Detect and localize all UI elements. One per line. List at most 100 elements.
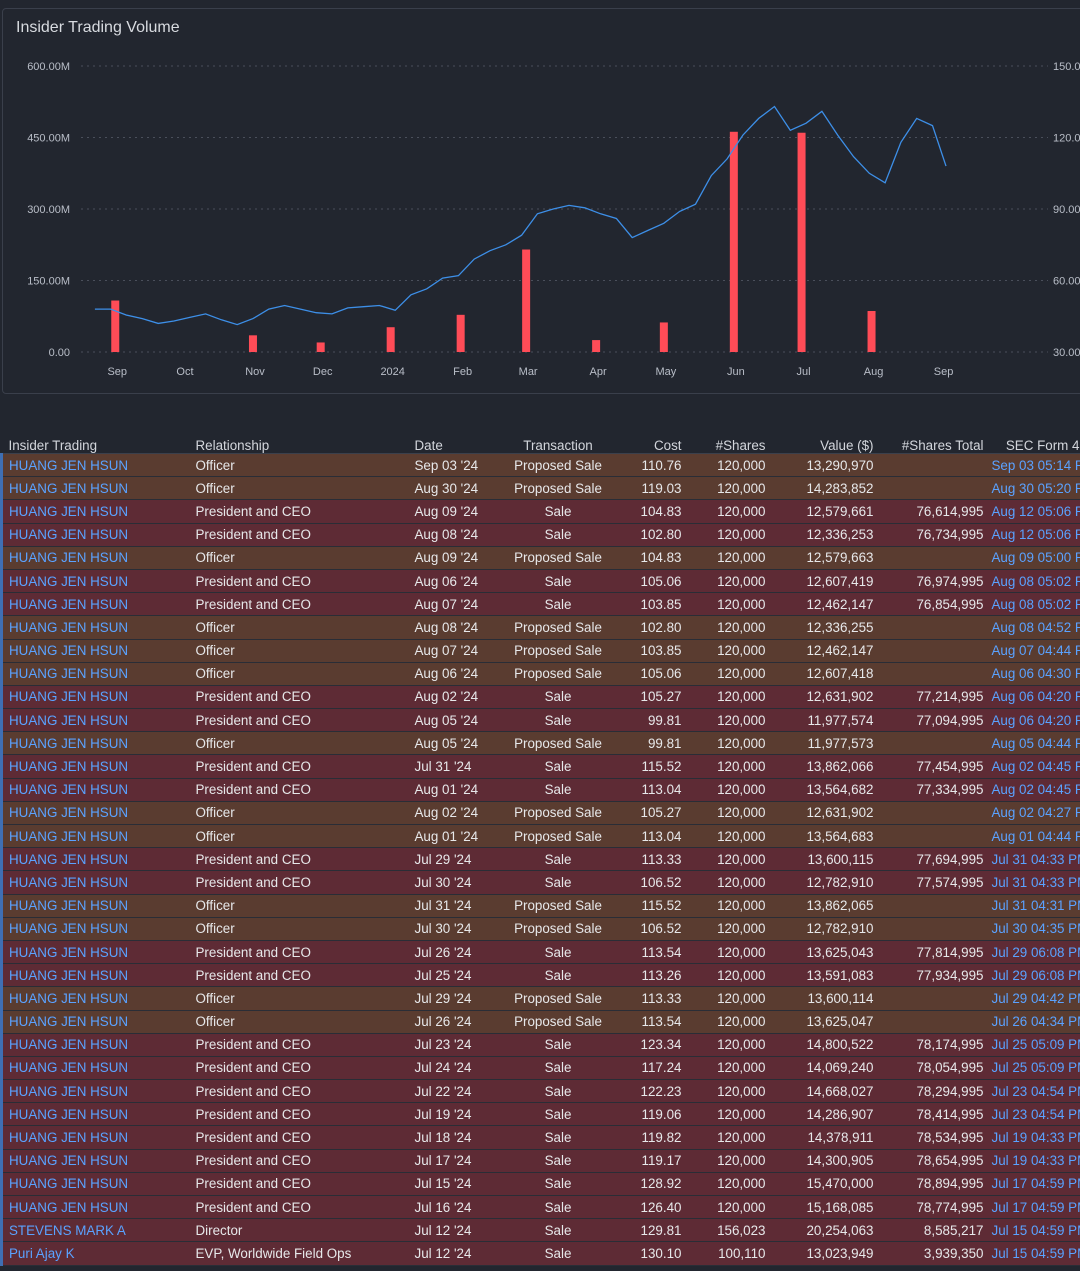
sec-form-link[interactable]: Sep 03 05:14 PM — [991, 457, 1080, 473]
sec-form-link[interactable]: Jul 29 06:08 PM — [991, 967, 1080, 983]
date-cell: Jul 31 '24 — [404, 894, 497, 918]
relationship-cell: President and CEO — [191, 870, 405, 895]
y-left-tick-label: 600.00M — [27, 61, 70, 73]
shares-total-cell: 78,054,995 — [877, 1056, 988, 1081]
value-cell: 13,600,115 — [769, 847, 878, 872]
sec-form-link[interactable]: Aug 30 05:20 PM — [991, 480, 1080, 496]
y-right-tick-label: 120.00 — [1053, 133, 1080, 145]
sec-form-link[interactable]: Jul 19 04:33 PM — [991, 1153, 1080, 1169]
col-header-date[interactable]: Date — [404, 430, 497, 454]
insider-name-link[interactable]: HUANG JEN HSUN — [9, 759, 129, 775]
insider-name-link[interactable]: HUANG JEN HSUN — [9, 596, 129, 612]
sec-form-link[interactable]: Aug 12 05:06 PM — [991, 527, 1080, 543]
sec-form-link[interactable]: Jul 19 04:33 PM — [991, 1130, 1080, 1146]
insider-name-cell: HUANG JEN HSUN — [0, 476, 192, 501]
insider-name-link[interactable]: HUANG JEN HSUN — [9, 1014, 129, 1030]
chart-panel: Insider Trading Volume 0.00 150.00M 300.00… — [2, 8, 1080, 394]
insider-name-link[interactable]: HUANG JEN HSUN — [9, 828, 129, 844]
sec-form-link[interactable]: Jul 29 06:08 PM — [991, 944, 1080, 960]
insider-name-link[interactable]: HUANG JEN HSUN — [9, 898, 129, 914]
relationship-cell: Officer — [191, 662, 405, 686]
sec-form-link[interactable]: Jul 26 04:34 PM — [991, 1014, 1080, 1030]
insider-name-link[interactable]: HUANG JEN HSUN — [9, 921, 129, 937]
col-header-relationship[interactable]: Relationship — [191, 430, 405, 454]
col-header-transaction[interactable]: Transaction — [496, 430, 620, 454]
sec-form-link[interactable]: Jul 29 04:42 PM — [991, 990, 1080, 1006]
sec-form-cell: Jul 25 05:09 PM — [987, 1056, 1080, 1081]
col-header-cost[interactable]: Cost — [619, 430, 686, 454]
sec-form-link[interactable]: Aug 08 04:52 PM — [991, 619, 1080, 635]
sec-form-link[interactable]: Aug 12 05:06 PM — [991, 503, 1080, 519]
sec-form-link[interactable]: Aug 09 05:00 PM — [991, 550, 1080, 566]
sec-form-cell: Aug 12 05:06 PM — [987, 523, 1080, 547]
sec-form-link[interactable]: Aug 02 04:27 PM — [991, 805, 1080, 821]
col-header-insider[interactable]: Insider Trading — [1, 430, 192, 454]
insider-name-link[interactable]: HUANG JEN HSUN — [9, 1037, 129, 1053]
insider-name-link[interactable]: HUANG JEN HSUN — [9, 643, 129, 659]
sec-form-link[interactable]: Aug 07 04:44 PM — [991, 643, 1080, 659]
sec-form-link[interactable]: Jul 30 04:35 PM — [991, 921, 1080, 937]
sec-form-link[interactable]: Jul 23 04:54 PM — [991, 1083, 1080, 1099]
sec-form-link[interactable]: Jul 15 04:59 PM — [991, 1222, 1080, 1238]
insider-name-link[interactable]: HUANG JEN HSUN — [9, 874, 129, 890]
sec-form-link[interactable]: Aug 08 05:02 PM — [991, 573, 1080, 589]
insider-name-link[interactable]: HUANG JEN HSUN — [9, 573, 129, 589]
insider-name-link[interactable]: HUANG JEN HSUN — [9, 735, 129, 751]
insider-name-link[interactable]: Puri Ajay K — [9, 1245, 75, 1261]
insider-name-link[interactable]: HUANG JEN HSUN — [9, 1106, 129, 1122]
sec-form-link[interactable]: Aug 06 04:20 PM — [991, 689, 1080, 705]
sec-form-link[interactable]: Aug 06 04:30 PM — [991, 666, 1080, 682]
col-header-shares[interactable]: #Shares — [685, 430, 770, 454]
sec-form-link[interactable]: Jul 31 04:33 PM — [991, 851, 1080, 867]
col-header-value[interactable]: Value ($) — [769, 430, 878, 454]
insider-name-link[interactable]: HUANG JEN HSUN — [9, 851, 129, 867]
shares-cell: 120,000 — [685, 1125, 770, 1150]
insider-name-link[interactable]: HUANG JEN HSUN — [9, 1153, 129, 1169]
sec-form-link[interactable]: Jul 25 05:09 PM — [991, 1037, 1080, 1053]
sec-form-link[interactable]: Aug 05 04:44 PM — [991, 735, 1080, 751]
sec-form-link[interactable]: Jul 15 04:59 PM — [991, 1245, 1080, 1261]
insider-name-link[interactable]: HUANG JEN HSUN — [9, 550, 129, 566]
sec-form-link[interactable]: Aug 02 04:45 PM — [991, 759, 1080, 775]
insider-name-link[interactable]: HUANG JEN HSUN — [9, 990, 129, 1006]
sec-form-link[interactable]: Jul 17 04:59 PM — [991, 1176, 1080, 1192]
insider-name-link[interactable]: HUANG JEN HSUN — [9, 503, 129, 519]
insider-name-link[interactable]: STEVENS MARK A — [9, 1222, 126, 1238]
sec-form-link[interactable]: Jul 17 04:59 PM — [991, 1199, 1080, 1215]
insider-name-link[interactable]: HUANG JEN HSUN — [9, 666, 129, 682]
table-row: HUANG JEN HSUN President and CEO Jul 17 '2… — [0, 1149, 1080, 1173]
sec-form-link[interactable]: Jul 31 04:33 PM — [991, 874, 1080, 890]
insider-name-link[interactable]: HUANG JEN HSUN — [9, 967, 129, 983]
table-row: HUANG JEN HSUN Officer Aug 30 '24 Proposed … — [0, 476, 1080, 501]
sec-form-link[interactable]: Jul 23 04:54 PM — [991, 1106, 1080, 1122]
x-tick-label: Sep — [107, 366, 127, 378]
insider-name-cell: HUANG JEN HSUN — [0, 917, 192, 941]
col-header-shares-total[interactable]: #Shares Total — [877, 430, 988, 454]
shares-total-cell — [877, 1010, 988, 1034]
insider-name-link[interactable]: HUANG JEN HSUN — [9, 619, 129, 635]
insider-name-link[interactable]: HUANG JEN HSUN — [9, 480, 129, 496]
insider-name-link[interactable]: HUANG JEN HSUN — [9, 1176, 129, 1192]
col-header-sec-form[interactable]: SEC Form 4 — [987, 430, 1080, 454]
insider-name-link[interactable]: HUANG JEN HSUN — [9, 1060, 129, 1076]
cost-cell: 113.33 — [619, 986, 686, 1011]
insider-name-link[interactable]: HUANG JEN HSUN — [9, 782, 129, 798]
insider-name-link[interactable]: HUANG JEN HSUN — [9, 689, 129, 705]
insider-name-link[interactable]: HUANG JEN HSUN — [9, 1130, 129, 1146]
sec-form-link[interactable]: Aug 01 04:44 PM — [991, 828, 1080, 844]
sec-form-link[interactable]: Aug 02 04:45 PM — [991, 782, 1080, 798]
insider-name-link[interactable]: HUANG JEN HSUN — [9, 805, 129, 821]
sec-form-link[interactable]: Jul 31 04:31 PM — [991, 898, 1080, 914]
relationship-cell: President and CEO — [191, 708, 405, 733]
insider-name-link[interactable]: HUANG JEN HSUN — [9, 944, 129, 960]
insider-name-link[interactable]: HUANG JEN HSUN — [9, 712, 129, 728]
insider-name-link[interactable]: HUANG JEN HSUN — [9, 1083, 129, 1099]
insider-name-link[interactable]: HUANG JEN HSUN — [9, 457, 129, 473]
sec-form-link[interactable]: Aug 08 05:02 PM — [991, 596, 1080, 612]
insider-name-link[interactable]: HUANG JEN HSUN — [9, 1199, 129, 1215]
insider-name-cell: HUANG JEN HSUN — [0, 662, 192, 686]
insider-name-cell: HUANG JEN HSUN — [0, 1079, 192, 1104]
sec-form-link[interactable]: Jul 25 05:09 PM — [991, 1060, 1080, 1076]
sec-form-link[interactable]: Aug 06 04:20 PM — [991, 712, 1080, 728]
insider-name-link[interactable]: HUANG JEN HSUN — [9, 527, 129, 543]
